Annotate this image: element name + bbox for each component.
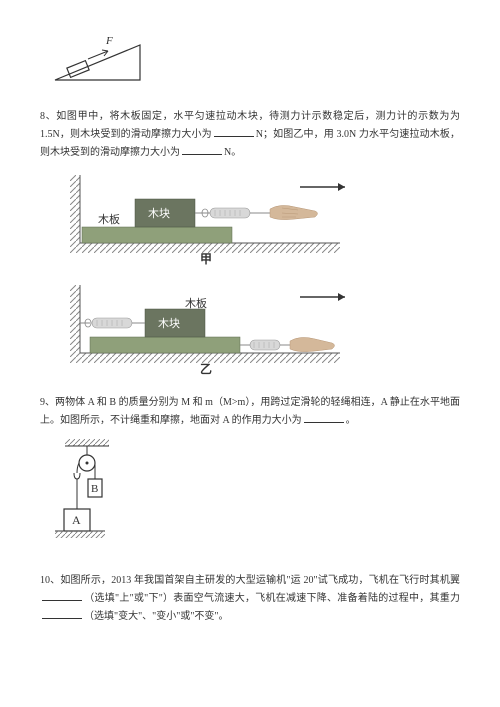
problem-10-text: 10、如图所示，2013 年我国首架自主研发的大型运输机"运 20"试飞成功，飞… [40, 573, 460, 625]
incline-figure: F [50, 30, 460, 91]
p10-suffix: （选填"变大"、"变小"或"不变"。 [84, 611, 229, 622]
p10-blank-1 [42, 589, 82, 601]
svg-text:B: B [91, 483, 98, 495]
svg-text:木块: 木块 [148, 207, 170, 220]
svg-text:F: F [105, 35, 113, 47]
p9-blank [304, 411, 344, 423]
problem-9-text: 9、两物体 A 和 B 的质量分别为 M 和 m（M>m），用跨过定滑轮的轻绳相… [40, 395, 460, 429]
problem-8-text: 8、如图甲中，将木板固定，水平匀速拉动木块，待测力计示数稳定后，测力计的示数为为… [40, 109, 460, 161]
p10-blank-2 [42, 607, 82, 619]
problem-8-diagram-jia: 木块 木板 甲 [70, 175, 460, 271]
p8-suffix: N。 [224, 147, 241, 158]
p9-suffix: 。 [346, 415, 356, 426]
p8-blank-1 [214, 125, 254, 137]
p9-prefix: 9、两物体 A 和 B 的质量分别为 M 和 m（M>m），用跨过定滑轮的轻绳相… [40, 397, 460, 426]
svg-text:A: A [72, 513, 81, 527]
p10-prefix: 10、如图所示，2013 年我国首架自主研发的大型运输机"运 20"试飞成功，飞… [40, 575, 460, 586]
problem-8-diagram-yi: 木块 木板 乙 [70, 285, 460, 381]
svg-text:木板: 木板 [98, 212, 120, 226]
p8-blank-2 [182, 143, 222, 155]
svg-text:乙: 乙 [200, 362, 212, 375]
p10-mid: （选填"上"或"下"）表面空气流速大，飞机在减速下降、准备着陆的过程中，其重力 [84, 593, 460, 604]
problem-9-diagram: B A [50, 439, 460, 555]
svg-text:木板: 木板 [185, 296, 207, 310]
svg-text:甲: 甲 [200, 252, 212, 265]
svg-text:木块: 木块 [158, 317, 180, 330]
